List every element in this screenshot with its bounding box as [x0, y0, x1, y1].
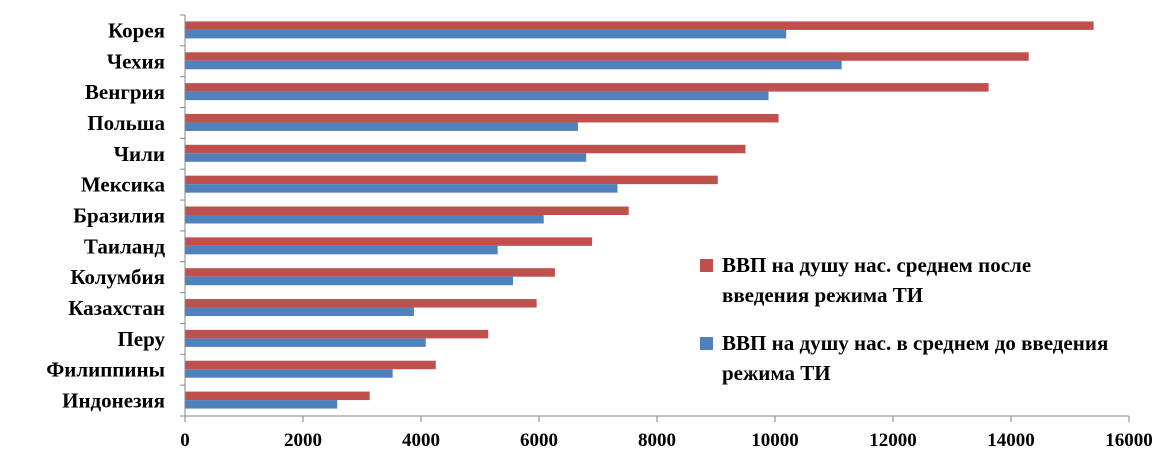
legend-item-before: ВВП на душу нас. в среднем до введения р…	[700, 328, 1120, 388]
bar-before-11	[185, 369, 393, 378]
category-label: Перу	[117, 327, 165, 351]
legend-label-after: ВВП на душу нас. среднем после введения …	[722, 253, 1032, 307]
x-tick-label: 2000	[284, 430, 322, 451]
x-tick-label: 16000	[1105, 430, 1153, 451]
x-tick-label: 14000	[987, 430, 1035, 451]
bar-after-5	[185, 175, 718, 185]
legend-swatch-before	[700, 337, 713, 350]
bar-before-12	[185, 400, 338, 409]
bar-before-7	[185, 245, 498, 255]
bar-before-1	[185, 60, 842, 70]
bar-after-3	[185, 113, 779, 123]
legend-label-before: ВВП на душу нас. в среднем до введения р…	[722, 331, 1109, 385]
bar-after-11	[185, 360, 436, 370]
category-label: Чили	[114, 142, 165, 166]
x-tick-label: 10000	[751, 430, 799, 451]
bar-before-10	[185, 338, 426, 347]
bar-after-6	[185, 206, 629, 215]
bars-group	[185, 21, 1094, 409]
category-label: Корея	[108, 18, 165, 42]
legend-swatch-after	[700, 259, 713, 272]
x-tick-label: 6000	[520, 430, 558, 451]
bar-before-5	[185, 184, 618, 193]
x-tick-label: 12000	[869, 430, 917, 451]
bar-after-12	[185, 391, 370, 401]
bar-before-8	[185, 276, 514, 286]
bar-after-10	[185, 329, 489, 339]
bar-before-0	[185, 29, 787, 39]
bar-after-1	[185, 52, 1029, 61]
category-label: Индонезия	[62, 389, 165, 413]
category-label: Колумбия	[70, 265, 165, 289]
category-label: Филиппины	[46, 358, 165, 382]
bar-after-8	[185, 268, 555, 277]
x-tick-label: 8000	[638, 430, 676, 451]
category-label: Мексика	[81, 173, 166, 197]
category-label: Польша	[87, 111, 165, 135]
labels-group: Корея Чехия Венгрия Польша Чили Мексика Бразил…	[46, 18, 1153, 451]
bar-after-4	[185, 144, 746, 154]
bar-after-9	[185, 299, 537, 308]
bar-before-9	[185, 307, 414, 317]
bar-after-0	[185, 21, 1094, 30]
bar-before-2	[185, 91, 769, 101]
category-label: Венгрия	[85, 80, 165, 104]
bar-before-3	[185, 122, 578, 131]
bar-before-4	[185, 153, 587, 162]
bar-before-6	[185, 215, 544, 224]
category-label: Казахстан	[68, 296, 165, 320]
bar-after-7	[185, 237, 593, 246]
legend-item-after: ВВП на душу нас. среднем после введения …	[700, 250, 1120, 310]
x-tick-label: 4000	[402, 430, 440, 451]
category-label: Таиланд	[84, 234, 165, 258]
category-label: Бразилия	[73, 204, 165, 228]
legend: ВВП на душу нас. среднем после введения …	[700, 250, 1120, 406]
axes-group	[180, 14, 1130, 422]
bar-after-2	[185, 83, 989, 92]
category-label: Чехия	[107, 49, 165, 73]
x-tick-label: 0	[180, 430, 190, 451]
